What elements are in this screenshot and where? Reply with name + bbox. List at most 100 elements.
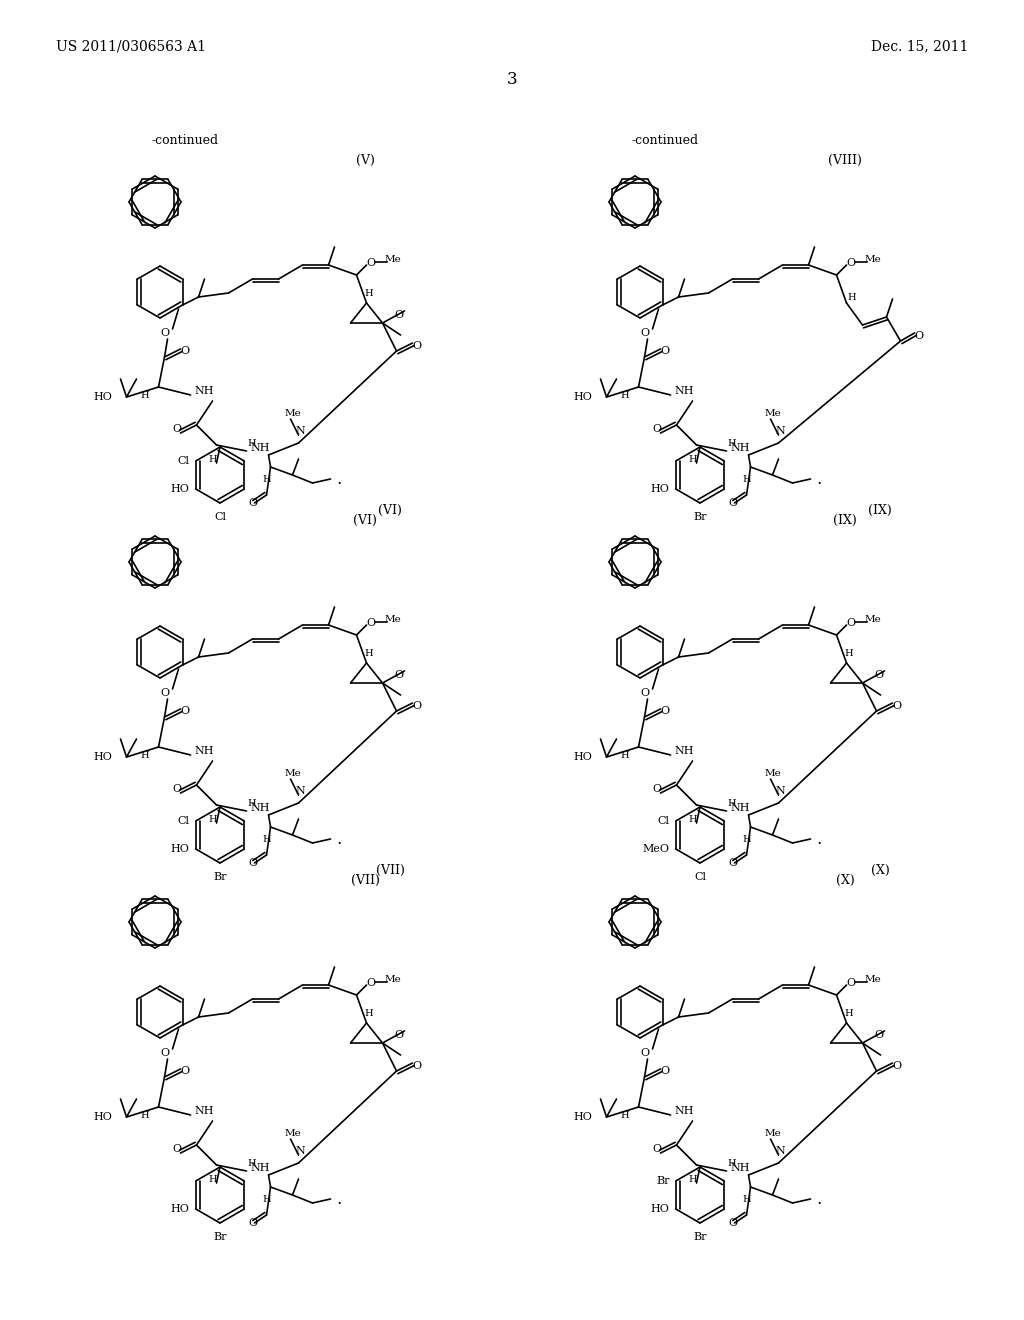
Text: H: H [727,1159,736,1167]
Text: NH: NH [251,803,270,813]
Text: NH: NH [251,1163,270,1173]
Text: Cl: Cl [214,512,226,521]
Text: O: O [846,257,855,268]
Text: Cl: Cl [694,873,706,882]
Text: H: H [621,1110,629,1119]
Text: H: H [844,1008,853,1018]
Text: O: O [659,706,669,715]
Text: O: O [652,1144,662,1154]
Text: O: O [652,784,662,795]
Text: HO: HO [93,1111,113,1122]
Text: H: H [365,1008,373,1018]
Text: H: H [688,1175,696,1184]
Text: O: O [160,688,169,698]
Text: N: N [775,426,785,436]
Text: H: H [847,293,856,302]
Text: O: O [892,1061,901,1071]
Text: H: H [262,1195,270,1204]
Text: H: H [247,1159,256,1167]
Text: (IX): (IX) [834,513,857,527]
Text: H: H [727,799,736,808]
Text: O: O [652,424,662,434]
Text: O: O [640,327,649,338]
Text: Me: Me [864,615,882,623]
Text: NH: NH [251,444,270,453]
Text: O: O [640,688,649,698]
Text: H: H [365,648,373,657]
Text: O: O [366,257,375,268]
Text: MeO: MeO [643,843,670,854]
Text: NH: NH [731,1163,751,1173]
Text: H: H [621,391,629,400]
Text: H: H [208,454,217,463]
Text: Cl: Cl [657,816,670,826]
Text: Me: Me [284,408,301,417]
Text: NH: NH [731,444,751,453]
Text: Me: Me [385,255,401,264]
Text: O: O [412,1061,421,1071]
Text: O: O [172,1144,181,1154]
Text: N: N [775,1146,785,1156]
Text: H: H [742,1195,751,1204]
Text: HO: HO [573,392,593,403]
Text: H: H [742,834,751,843]
Text: H: H [262,474,270,483]
Text: HO: HO [573,1111,593,1122]
Text: H: H [742,474,751,483]
Text: (V): (V) [355,153,375,166]
Text: NH: NH [675,385,694,396]
Text: HO: HO [171,484,189,494]
Text: (VII): (VII) [350,874,380,887]
Text: Br: Br [213,873,226,882]
Text: O: O [180,1067,189,1076]
Text: H: H [247,799,256,808]
Text: .: . [816,830,821,847]
Text: NH: NH [675,746,694,756]
Text: H: H [621,751,629,759]
Text: O: O [640,1048,649,1059]
Text: O: O [248,498,257,508]
Text: H: H [140,391,148,400]
Text: H: H [140,751,148,759]
Text: (VIII): (VIII) [828,153,862,166]
Text: NH: NH [675,1106,694,1115]
Text: HO: HO [171,1204,189,1214]
Text: O: O [873,671,883,680]
Text: H: H [844,648,853,657]
Text: .: . [336,830,341,847]
Text: O: O [412,701,421,711]
Text: US 2011/0306563 A1: US 2011/0306563 A1 [56,40,206,53]
Text: Me: Me [764,1129,781,1138]
Text: O: O [366,978,375,987]
Text: O: O [659,346,669,356]
Text: O: O [172,784,181,795]
Text: H: H [208,1175,217,1184]
Text: N: N [775,785,785,796]
Text: Cl: Cl [178,816,189,826]
Text: .: . [816,470,821,487]
Text: NH: NH [195,385,214,396]
Text: O: O [160,1048,169,1059]
Text: O: O [394,1030,403,1040]
Text: N: N [296,785,305,796]
Text: O: O [846,978,855,987]
Text: Me: Me [864,255,882,264]
Text: H: H [365,289,373,297]
Text: Me: Me [284,1129,301,1138]
Text: O: O [180,706,189,715]
Text: HO: HO [651,484,670,494]
Text: Br: Br [693,1232,707,1242]
Text: O: O [846,618,855,628]
Text: O: O [728,1218,737,1228]
Text: O: O [728,858,737,869]
Text: .: . [816,1191,821,1208]
Text: HO: HO [93,752,113,762]
Text: O: O [892,701,901,711]
Text: O: O [366,618,375,628]
Text: .: . [336,1191,341,1208]
Text: Me: Me [385,974,401,983]
Text: O: O [160,327,169,338]
Text: Me: Me [284,768,301,777]
Text: NH: NH [731,803,751,813]
Text: Me: Me [764,768,781,777]
